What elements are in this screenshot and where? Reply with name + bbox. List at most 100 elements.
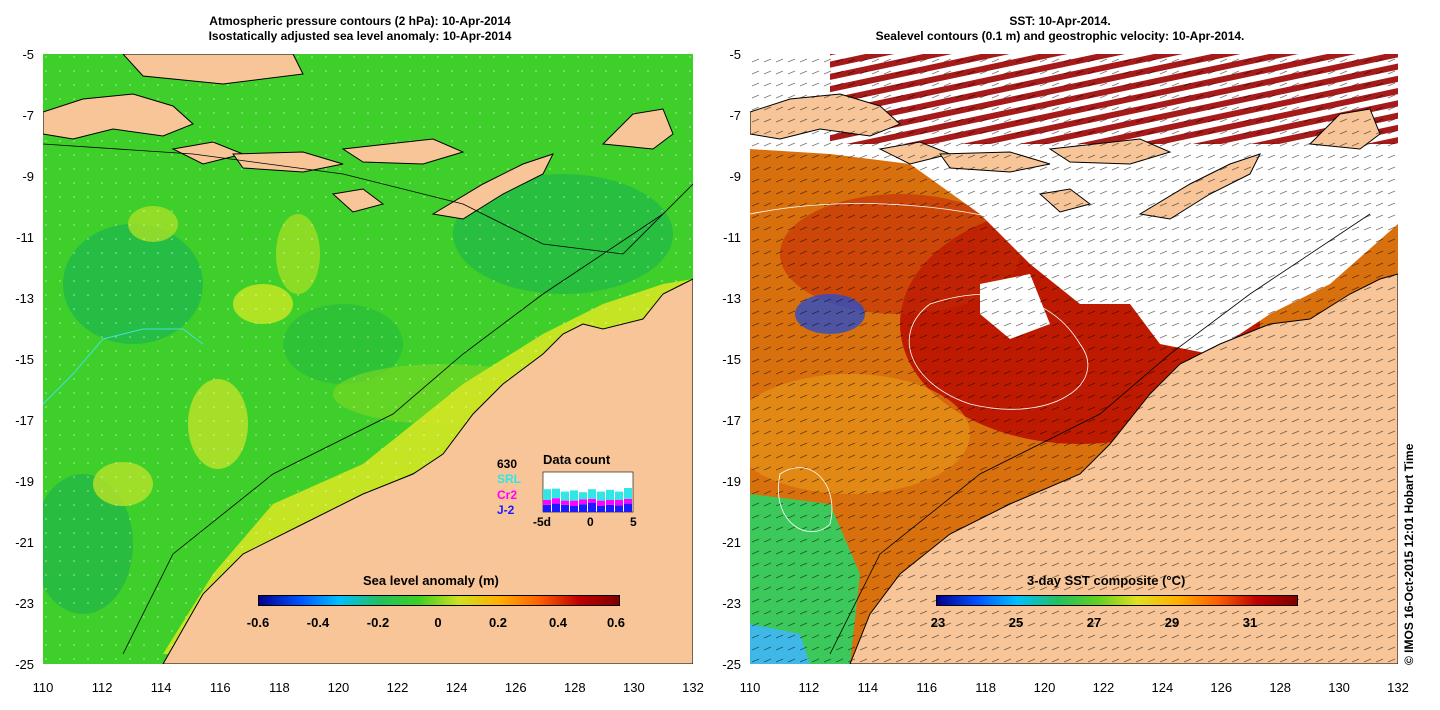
bathymetry-contour [43,143,693,255]
colorbar-tick-label: 0.6 [606,615,626,630]
data-count-bar-segment [606,504,614,512]
latitude-tick-label: -5 [22,47,34,62]
sst-colorbar-title: 3-day SST composite (°C) [1027,573,1186,588]
longitude-tick-label: 132 [1387,680,1409,695]
sst-colorbar [936,595,1298,606]
data-count-source-srl: SRL [497,472,521,486]
longitude-tick-label: 116 [209,680,231,695]
longitude-tick-label: 112 [798,680,820,695]
left-title-line2: Isostatically adjusted sea level anomaly… [208,29,512,43]
island-south-sulawesi [122,54,304,85]
data-count-bar-segment [588,498,596,503]
colorbar-tick-label: 29 [1164,615,1180,630]
data-count-bar-segment [543,489,551,500]
sla-colorbar [258,595,620,606]
colorbar-tick-label: 23 [930,615,946,630]
data-count-bars [543,488,632,512]
data-count-bar-segment [624,503,632,512]
latitude-tick-label: -5 [729,47,741,62]
longitude-tick-label: 116 [916,680,938,695]
data-count-bar-segment [588,503,596,512]
data-count-bar-segment [552,503,560,512]
data-count-title: Data count [543,452,611,467]
latitude-tick-label: -25 [722,657,741,672]
data-count-source-j2: J-2 [497,503,515,517]
data-count-bar-segment [543,504,551,512]
latitude-tick-label: -11 [16,230,34,245]
data-count-inset [542,471,634,513]
colorbar-tick-label: 31 [1242,615,1258,630]
australia-landmass [162,278,693,664]
latitude-tick-label: -7 [729,108,741,123]
longitude-tick-label: 130 [1328,680,1350,695]
longitude-tick-label: 126 [504,680,527,695]
latitude-tick-label: -7 [22,108,34,123]
sealevel-contour [908,294,1089,410]
latitude-tick-label: -17 [15,413,34,428]
data-count-bar-segment [615,505,623,512]
longitude-tick-label: 114 [857,680,879,695]
latitude-tick-label: -13 [15,291,34,306]
right-title-line2: Sealevel contours (0.1 m) and geostrophi… [875,29,1245,43]
data-count-bar-segment [570,506,578,512]
altimeter-track [43,328,204,405]
colorbar-tick-label: 25 [1008,615,1024,630]
latitude-tick-label: -15 [15,352,34,367]
data-count-source-cr2: Cr2 [497,488,518,502]
data-count-bar-segment [579,499,587,505]
colorbar-tick-label: -0.4 [306,615,330,630]
sea-level-anomaly-map [43,54,693,664]
imos-credit: © IMOS 16-Oct-2015 12:01 Hobart Time [1402,443,1416,665]
latitude-tick-label: -21 [15,535,34,550]
data-count-bar-segment [561,504,569,512]
data-count-bar-segment [552,498,560,504]
data-count-tick-start: -5d [533,515,551,529]
data-count-bar-segment [579,492,587,500]
latitude-tick-label: -23 [15,596,34,611]
data-count-bar-segment [543,500,551,505]
longitude-tick-label: 120 [327,680,350,695]
longitude-tick-label: 128 [1269,680,1292,695]
data-count-tick-end: 5 [630,515,637,529]
data-count-bar-segment [606,500,614,505]
longitude-tick-label: 130 [623,680,645,695]
longitude-tick-label: 110 [739,680,761,695]
latitude-tick-label: -19 [15,474,34,489]
colorbar-tick-label: 0.2 [488,615,508,630]
sst-map [750,54,1398,664]
island-sumba [331,188,385,213]
longitude-tick-label: 126 [1210,680,1233,695]
longitude-tick-label: 110 [32,680,54,695]
island-sumbawa [232,151,344,173]
data-count-bar-segment [624,498,632,504]
data-count-bar-segment [552,488,560,499]
latitude-tick-label: -23 [722,596,741,611]
longitude-tick-label: 122 [1092,680,1115,695]
data-count-bar-segment [597,500,605,506]
data-count-bar-segment [561,500,569,505]
latitude-tick-label: -19 [722,474,741,489]
shelf-edge-contour [829,213,1371,655]
right-map-title: SST: 10-Apr-2014. Sealevel contours (0.1… [790,14,1330,44]
sea-level-anomaly-map-svg [43,54,693,664]
data-count-bar-segment [579,504,587,512]
longitude-tick-label: 118 [268,680,290,695]
longitude-tick-label: 120 [1033,680,1056,695]
island-flores [341,138,465,165]
island-timor [431,153,554,220]
longitude-tick-label: 112 [91,680,113,695]
island-tanimbar [601,108,674,150]
sealevel-contour [750,203,1051,235]
data-count-bar-segment [570,490,578,501]
latitude-tick-label: -17 [722,413,741,428]
longitude-tick-label: 114 [150,680,172,695]
left-title-line1: Atmospheric pressure contours (2 hPa): 1… [209,14,511,28]
colorbar-tick-label: 0 [434,615,442,630]
shelf-edge-contour [122,213,664,655]
longitude-tick-label: 132 [682,680,704,695]
data-count-bar-segment [624,488,632,499]
geostrophic-velocity-arrows [750,54,1398,664]
latitude-tick-label: -15 [722,352,741,367]
island-java [43,93,194,140]
data-count-bar-segment [561,491,569,501]
